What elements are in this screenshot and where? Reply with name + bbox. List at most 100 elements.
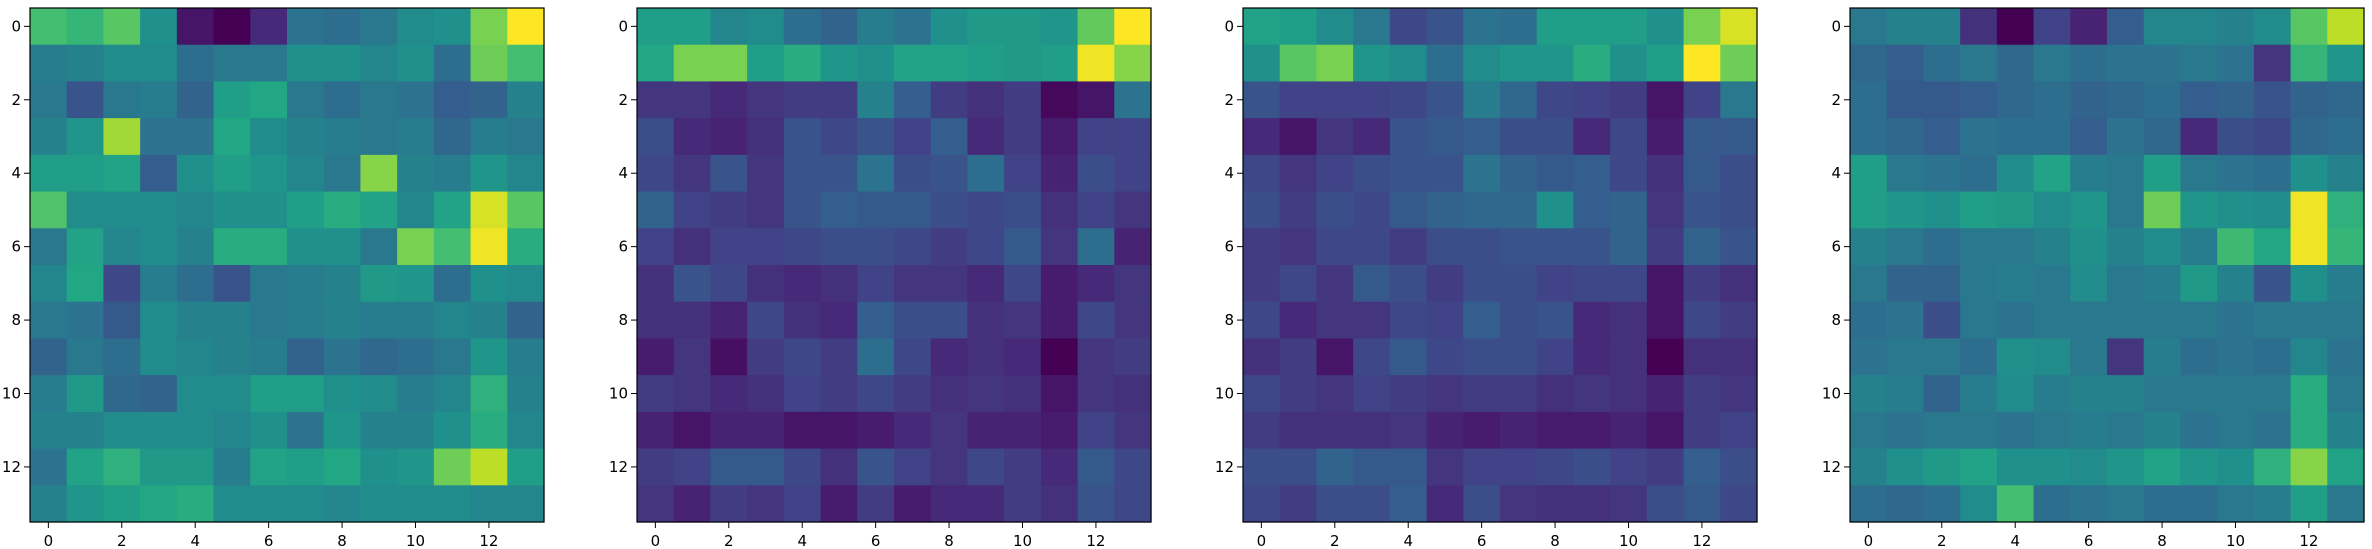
heatmap-cell <box>1923 338 1961 376</box>
heatmap-cell <box>30 44 68 83</box>
heatmap-cell <box>287 154 325 193</box>
heatmap-cell <box>2327 411 2365 450</box>
heatmap-cell <box>1923 81 1961 119</box>
y-tick-label: 6 <box>618 238 628 256</box>
heatmap-cell <box>857 81 895 119</box>
heatmap-cell <box>1536 448 1575 486</box>
x-tick-label: 8 <box>337 532 347 549</box>
heatmap-cell <box>30 118 68 156</box>
heatmap-cell <box>2107 448 2145 486</box>
heatmap-cell <box>1996 375 2035 413</box>
heatmap-cell <box>1004 338 1042 376</box>
heatmap-cell <box>1536 485 1575 523</box>
heatmap-cell <box>1610 375 1648 413</box>
heatmap-cell <box>213 154 251 193</box>
heatmap-cell <box>930 411 969 450</box>
heatmap-cell <box>360 411 398 450</box>
heatmap-cell <box>2253 301 2292 340</box>
heatmap-cell <box>1077 8 1115 46</box>
heatmap-cell <box>1996 118 2035 156</box>
heatmap-cell <box>1077 301 1115 340</box>
heatmap-cell <box>1114 301 1152 340</box>
heatmap-cell <box>637 118 675 156</box>
heatmap-cell <box>323 448 362 486</box>
heatmap-cell <box>1114 411 1152 450</box>
heatmap-cell <box>783 191 822 229</box>
heatmap-cell <box>1004 81 1042 119</box>
heatmap-cell <box>2143 8 2182 46</box>
x-tick-label: 6 <box>2084 532 2094 549</box>
heatmap-cell <box>1960 81 1998 119</box>
heatmap-cell <box>2070 44 2108 83</box>
x-tick-label: 8 <box>1550 532 1560 549</box>
heatmap-cell <box>397 448 435 486</box>
heatmap-cell <box>820 485 858 523</box>
heatmap-cell <box>2327 448 2365 486</box>
heatmap-cell <box>397 81 435 119</box>
heatmap-cell <box>507 118 545 156</box>
y-tick-label: 10 <box>1822 385 1841 403</box>
heatmap-cell <box>2327 191 2365 229</box>
heatmap-cell <box>1573 8 1611 46</box>
heatmap-cell <box>710 81 748 119</box>
heatmap-cell <box>820 44 858 83</box>
heatmap-cell <box>1720 448 1758 486</box>
heatmap-cell <box>2143 228 2182 266</box>
heatmap-cell <box>1279 448 1318 486</box>
heatmap-cell <box>2070 191 2108 229</box>
heatmap-cell <box>2290 265 2328 303</box>
heatmap-cell <box>673 411 712 450</box>
heatmap-cell <box>1389 485 1428 523</box>
heatmap-cell <box>66 375 105 413</box>
heatmap-cell <box>2033 375 2071 413</box>
heatmap-cell <box>1720 375 1758 413</box>
heatmap-cell <box>2327 265 2365 303</box>
heatmap-cell <box>1646 118 1685 156</box>
heatmap-cell <box>1610 154 1648 193</box>
heatmap-cell <box>287 448 325 486</box>
heatmap-cell <box>1646 375 1685 413</box>
heatmap-cell <box>1004 375 1042 413</box>
heatmap-cell <box>30 301 68 340</box>
heatmap-cell <box>637 338 675 376</box>
heatmap-cell <box>820 8 858 46</box>
heatmap-cell <box>213 8 251 46</box>
heatmap-cell <box>1463 228 1501 266</box>
heatmap-cell <box>820 301 858 340</box>
heatmap-cell <box>66 8 105 46</box>
x-tick-label: 4 <box>1403 532 1413 549</box>
heatmap-cell <box>1353 44 1391 83</box>
heatmap-cell <box>2143 338 2182 376</box>
y-tick-label: 0 <box>618 17 628 35</box>
heatmap-cell <box>1463 338 1501 376</box>
heatmap-cell <box>2143 448 2182 486</box>
heatmap-cell <box>1720 228 1758 266</box>
heatmap-cell <box>433 154 472 193</box>
heatmap-cell <box>710 375 748 413</box>
heatmap-cell <box>1316 228 1354 266</box>
y-tick-label: 8 <box>1224 311 1234 329</box>
heatmap-cell <box>783 301 822 340</box>
heatmap-cell <box>1426 485 1464 523</box>
heatmap-cell <box>894 154 932 193</box>
heatmap-cell <box>2107 8 2145 46</box>
heatmap-cell <box>820 154 858 193</box>
heatmap-cell <box>2290 338 2328 376</box>
heatmap-cell <box>1646 81 1685 119</box>
heatmap-cell <box>637 448 675 486</box>
heatmap-cell <box>1646 411 1685 450</box>
heatmap-cell <box>1720 118 1758 156</box>
heatmap-cell <box>397 338 435 376</box>
heatmap-cell <box>1683 338 1721 376</box>
heatmap-cell <box>1996 485 2035 523</box>
heatmap-cell <box>1610 448 1648 486</box>
heatmap-cell <box>1114 448 1152 486</box>
heatmap-cell <box>1536 228 1575 266</box>
heatmap-cell <box>967 8 1005 46</box>
heatmap-cell <box>1463 448 1501 486</box>
heatmap-cell <box>1316 265 1354 303</box>
heatmap-cell <box>1114 8 1152 46</box>
heatmap-cell <box>1243 154 1281 193</box>
y-tick-label: 4 <box>11 164 21 182</box>
heatmap-cell <box>507 265 545 303</box>
